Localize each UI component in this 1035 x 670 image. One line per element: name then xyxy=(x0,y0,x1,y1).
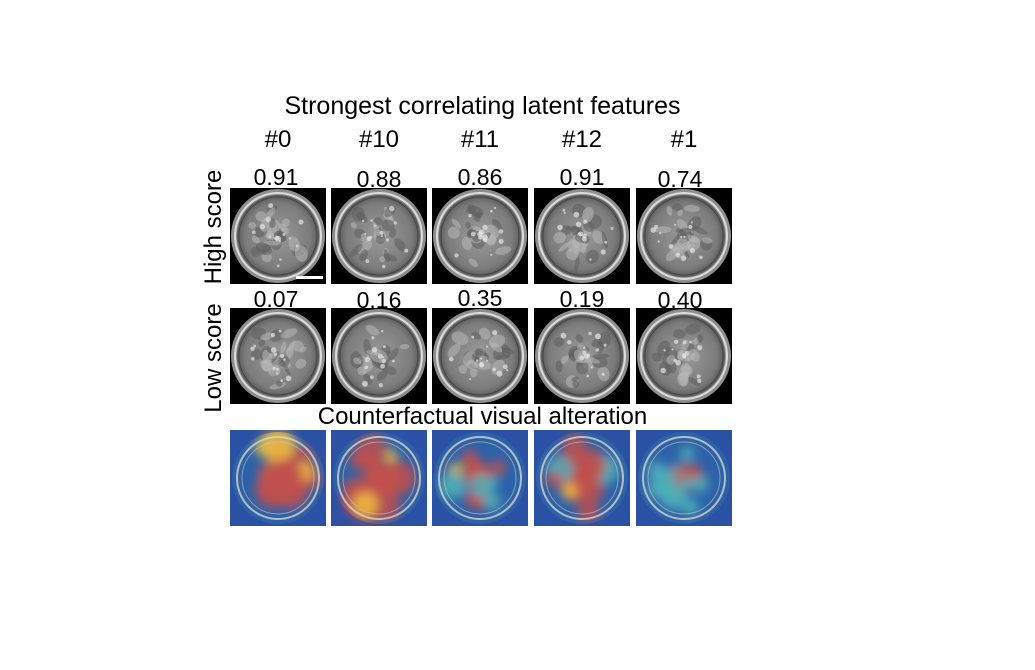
feature-label-1: #10 xyxy=(358,126,400,153)
high-score-1: 0.88 xyxy=(356,166,402,192)
figure-title: Strongest correlating latent features xyxy=(284,92,681,120)
feature-label-3: #12 xyxy=(561,126,603,153)
heatmap-image-2 xyxy=(432,430,528,526)
counterfactual-caption: Counterfactual visual alteration xyxy=(317,403,648,430)
heatmap-image-0 xyxy=(230,430,326,526)
feature-label-4: #1 xyxy=(670,126,698,153)
feature-label-2: #11 xyxy=(460,126,500,153)
low-score-2: 0.35 xyxy=(457,285,503,311)
embryo-image-low-4 xyxy=(636,308,732,404)
heatmap-image-4 xyxy=(636,430,732,526)
heatmap-image-1 xyxy=(331,430,427,526)
low-score-3: 0.19 xyxy=(559,286,605,312)
high-score-3: 0.91 xyxy=(559,164,605,190)
embryo-image-low-1 xyxy=(331,308,427,404)
high-score-2: 0.86 xyxy=(457,164,503,190)
embryo-image-high-1 xyxy=(331,188,427,284)
embryo-image-high-3 xyxy=(534,188,630,284)
embryo-image-low-3 xyxy=(534,308,630,404)
scale-bar xyxy=(296,276,323,279)
row-label-low: Low score xyxy=(200,303,227,413)
embryo-image-low-0 xyxy=(230,308,326,404)
low-score-0: 0.07 xyxy=(253,286,299,312)
embryo-image-high-2 xyxy=(432,188,528,284)
heatmap-image-3 xyxy=(534,430,630,526)
high-score-0: 0.91 xyxy=(253,164,299,190)
high-score-4: 0.74 xyxy=(657,166,703,192)
embryo-image-high-0 xyxy=(230,188,326,284)
feature-label-0: #0 xyxy=(264,126,292,153)
embryo-image-high-4 xyxy=(636,188,732,284)
embryo-image-low-2 xyxy=(432,308,528,404)
